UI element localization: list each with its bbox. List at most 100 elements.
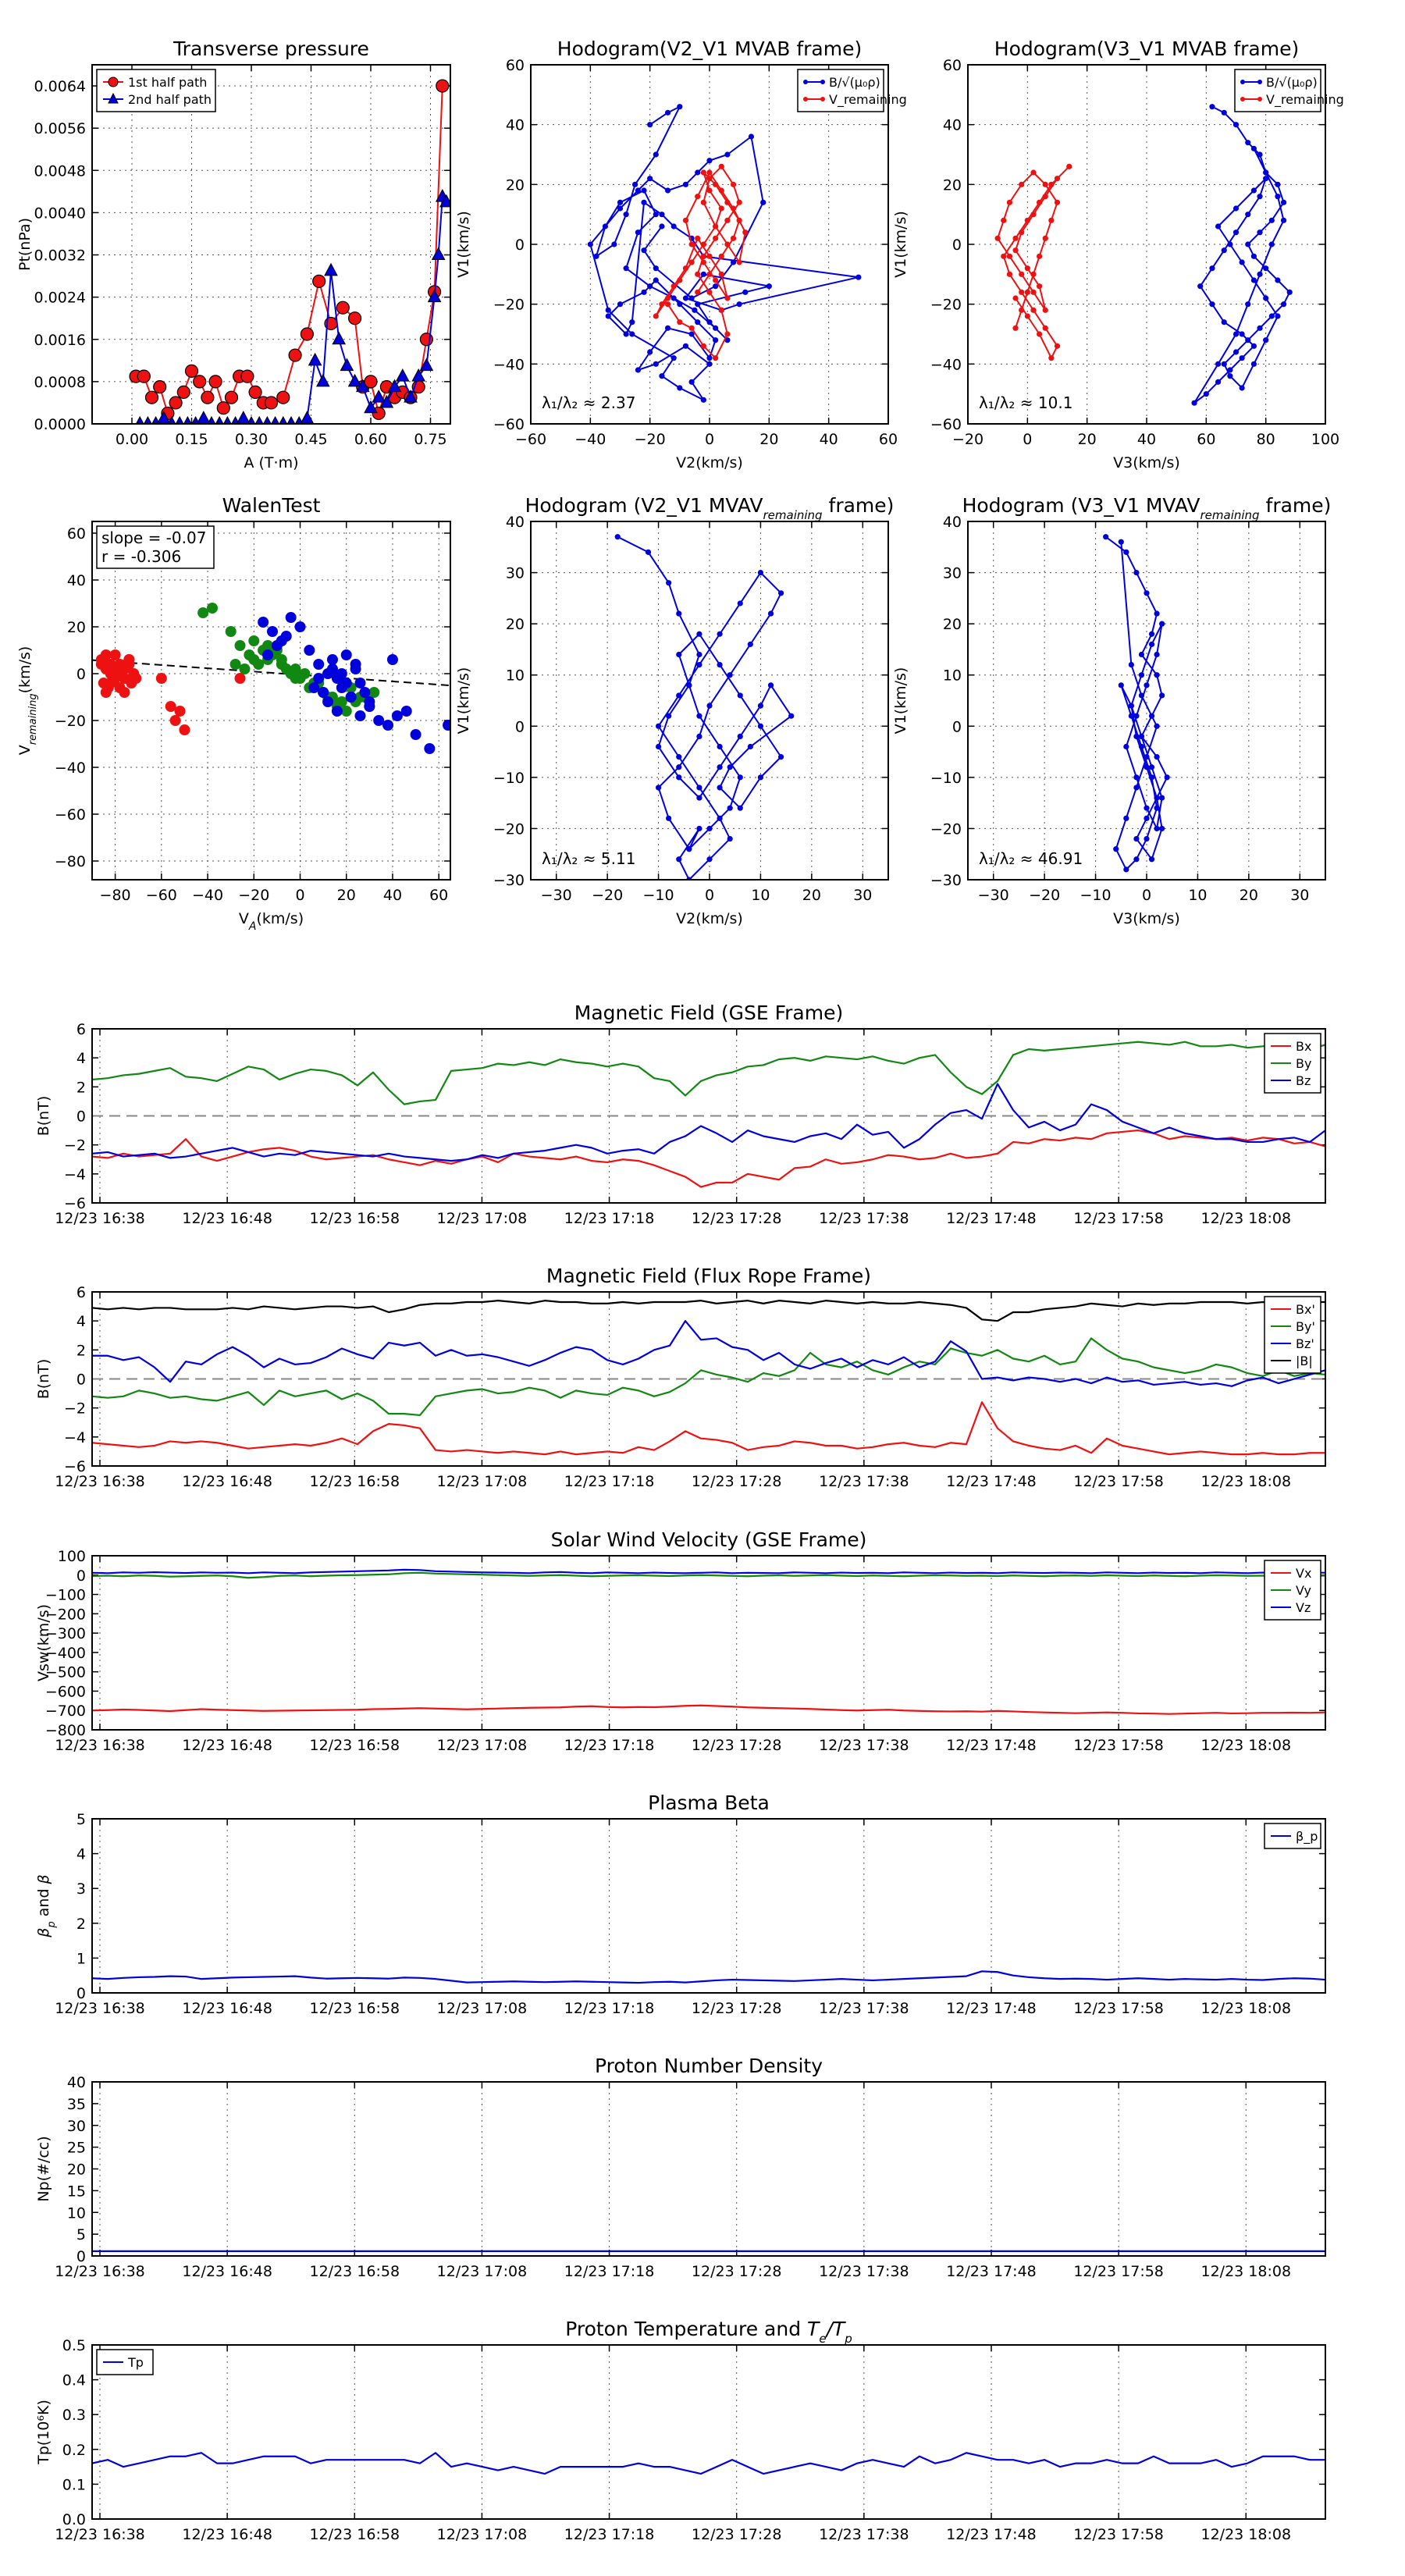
data-point [653, 265, 659, 272]
data-point [1232, 349, 1240, 355]
data-point [225, 626, 237, 637]
x-tick-label: −30 [541, 887, 572, 904]
y-tick-label: −40 [930, 356, 962, 373]
series-bx [92, 1129, 1325, 1188]
data-point [700, 169, 706, 176]
data-point [659, 373, 665, 379]
x-tick-label: 12/23 18:08 [1200, 2526, 1291, 2543]
data-point [688, 241, 695, 247]
data-point [308, 682, 320, 693]
data-point [234, 673, 246, 684]
data-point [1006, 253, 1013, 259]
data-point [724, 295, 731, 301]
data-point [155, 673, 167, 684]
legend-marker [820, 97, 825, 101]
data-point [276, 654, 287, 665]
data-point [666, 815, 672, 821]
data-point [1159, 825, 1165, 832]
data-point [1232, 229, 1240, 236]
legend-label: Bz' [1296, 1336, 1314, 1351]
x-tick-label: 12/23 17:58 [1073, 2000, 1164, 2017]
data-point [713, 223, 719, 229]
x-tick-label: 12/23 17:28 [692, 1210, 782, 1227]
x-tick-label: 12/23 17:38 [819, 1737, 909, 1754]
data-point [706, 355, 713, 361]
y-tick-label: −40 [493, 356, 525, 373]
chart-h4: −30 −20 −10 0 10 20 30 −30 −20 −10 0 10 20 30 40 V3(km/… [892, 514, 1326, 927]
y-tick-label: 10 [67, 2204, 86, 2222]
y-tick-label: 20 [67, 2161, 86, 2179]
plot-area [1103, 534, 1170, 873]
x-tick-label: 12/23 16:38 [55, 1737, 145, 1754]
legend-marker [1240, 80, 1245, 84]
series-line [1105, 535, 1168, 870]
data-point [387, 379, 402, 393]
data-point [1042, 235, 1048, 241]
data-point [718, 187, 724, 194]
data-point [1239, 331, 1245, 337]
axes-frame [91, 1028, 1326, 1204]
chart-vsw: 12/23 16:38 12/23 16:48 12/23 16:58 12/23 1… [35, 1548, 1326, 1754]
data-point [1144, 590, 1150, 596]
data-point [372, 390, 386, 403]
data-point [1133, 713, 1140, 719]
x-tick-label: 0.30 [235, 431, 268, 448]
x-tick-label: 12/23 16:58 [310, 2263, 400, 2280]
data-point [1148, 856, 1155, 863]
data-point [1215, 379, 1222, 385]
fit-line [92, 659, 450, 687]
data-point [1232, 331, 1240, 337]
y-tick-label: 4 [76, 1313, 86, 1330]
y-axis-label: Pt(nPa) [16, 218, 34, 271]
x-tick-label: 12/23 18:08 [1200, 1473, 1291, 1490]
data-point [688, 325, 695, 331]
eigenvalue-ratio-annotation: λ₁/λ₂ ≈ 46.91 [979, 849, 1083, 868]
data-point [286, 415, 296, 424]
data-point [179, 724, 190, 735]
data-point [364, 400, 378, 414]
data-point [280, 631, 292, 642]
data-point [410, 729, 422, 740]
data-point [737, 733, 743, 740]
y-tick-label: −4 [64, 1166, 86, 1183]
data-point [1280, 199, 1287, 205]
data-point [688, 331, 695, 337]
eigenvalue-ratio-annotation: λ₁/λ₂ ≈ 2.37 [542, 393, 635, 412]
y-tick-label: 6 [76, 1284, 86, 1301]
data-point [336, 668, 347, 679]
x-tick-label: 0.45 [294, 431, 327, 448]
series-vx [92, 1704, 1325, 1715]
legend-label: By' [1296, 1319, 1315, 1334]
data-point [677, 104, 683, 110]
data-point [737, 692, 743, 699]
x-tick-label: 0 [1023, 431, 1032, 448]
x-tick-label: 12/23 17:58 [1073, 1473, 1164, 1490]
data-point [682, 295, 689, 301]
data-point [373, 715, 385, 726]
legend: B/√(μ₀ρ) V_remaining [1234, 69, 1344, 112]
data-point [262, 649, 274, 660]
data-point [724, 241, 731, 247]
legend-box [1234, 69, 1321, 112]
x-tick-label: −10 [1080, 887, 1112, 904]
y-tick-label: 5 [76, 2226, 86, 2243]
data-point [443, 720, 450, 731]
data-point [350, 659, 361, 670]
data-point [313, 659, 325, 670]
x-tick-label: 12/23 16:38 [55, 2263, 145, 2280]
legend-box [797, 69, 884, 112]
data-point [236, 411, 251, 424]
data-point [1263, 176, 1269, 182]
data-point [100, 649, 112, 660]
data-point [1144, 754, 1150, 760]
data-point [1232, 205, 1240, 212]
data-point [196, 411, 211, 424]
data-point [855, 274, 862, 280]
data-point [332, 331, 347, 345]
x-tick-label: 12/23 17:38 [819, 2000, 909, 2017]
legend-marker [108, 76, 119, 87]
data-point [285, 612, 297, 623]
data-point [653, 361, 659, 367]
data-point [1024, 313, 1030, 319]
y-tick-label: −60 [930, 416, 962, 433]
